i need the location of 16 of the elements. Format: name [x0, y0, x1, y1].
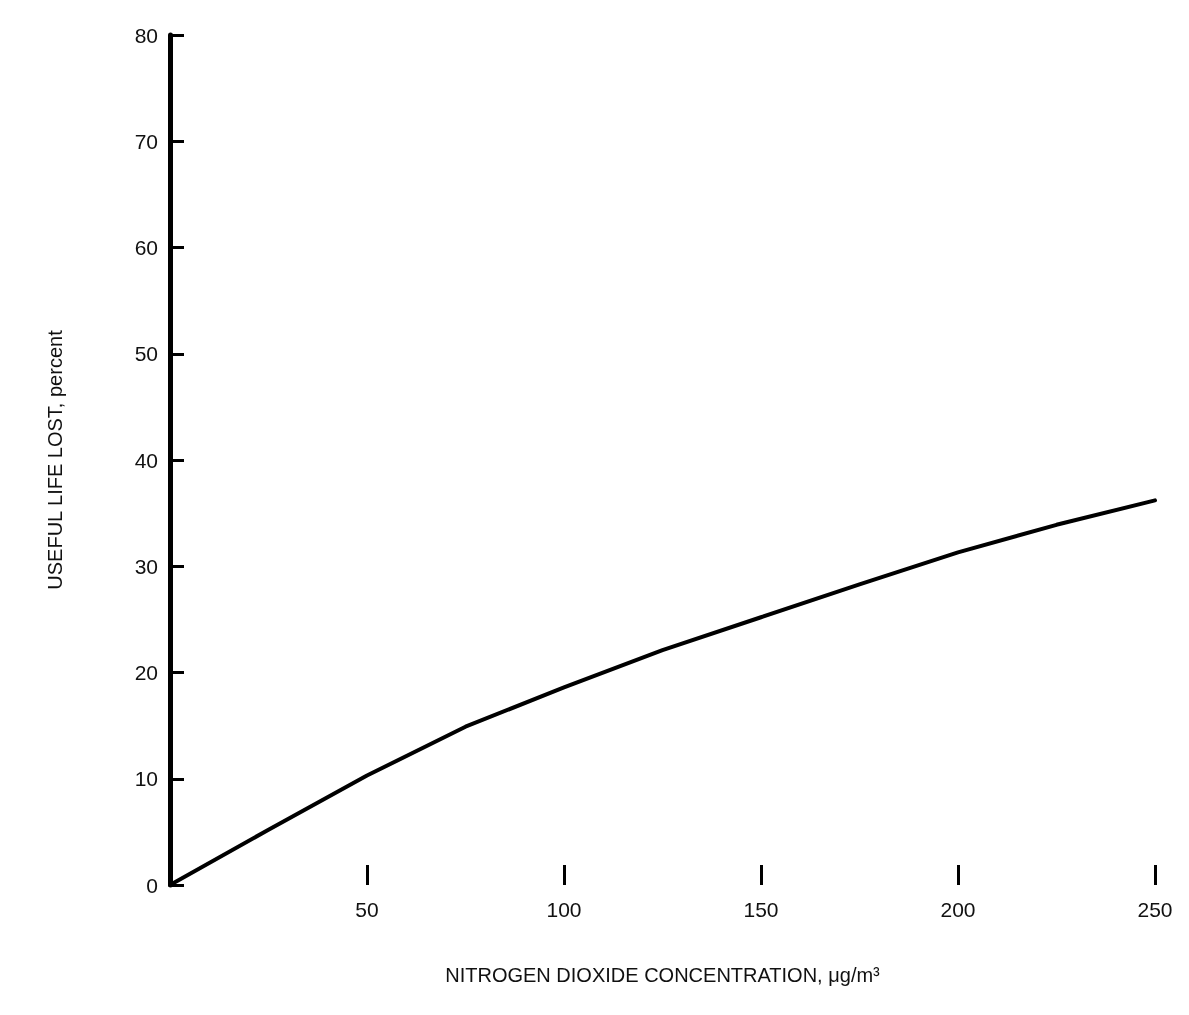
- y-axis-title: USEFUL LIFE LOST, percent: [44, 329, 66, 590]
- y-tick-label: 10: [134, 767, 158, 791]
- x-tick-label: 50: [355, 898, 379, 921]
- x-tick-label: 150: [743, 898, 779, 921]
- x-axis-title: NITROGEN DIOXIDE CONCENTRATION, μg/m³: [445, 964, 881, 986]
- x-tick-label: 250: [1137, 898, 1173, 921]
- y-tick-label: 40: [134, 448, 158, 472]
- y-tick-label: 50: [134, 342, 158, 366]
- y-tick-label: 20: [134, 661, 158, 684]
- y-tick-label: 0: [146, 873, 158, 897]
- y-tick-label: 70: [134, 129, 158, 153]
- y-tick-label: 80: [134, 23, 158, 47]
- y-tick-label: 30: [134, 554, 158, 578]
- x-tick-label: 200: [940, 898, 976, 921]
- x-tick-label: 100: [546, 898, 582, 921]
- y-tick-label: 60: [134, 236, 158, 259]
